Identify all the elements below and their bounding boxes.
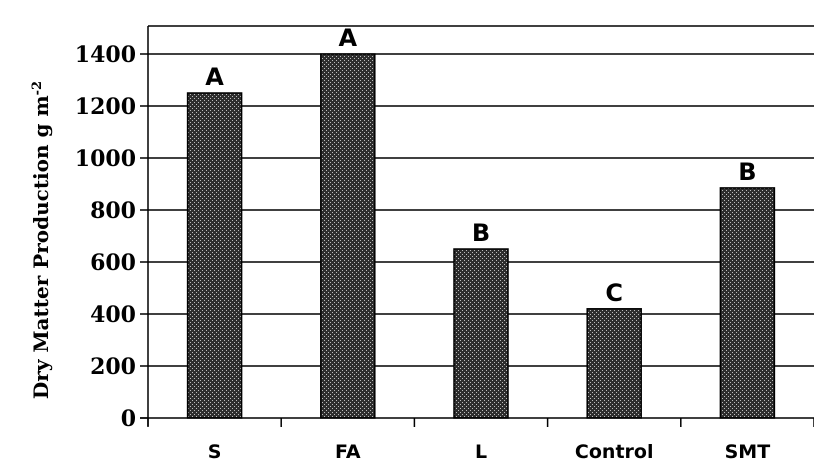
x-tick-labels: S FA L Control SMT — [208, 441, 770, 463]
y-tick-label: 1200 — [75, 94, 136, 120]
y-axis-label-superscript: -2 — [30, 81, 45, 95]
bar-l — [453, 248, 509, 419]
y-tick-label: 1000 — [75, 146, 136, 172]
y-axis-label: Dry Matter Production g m-2 — [29, 81, 53, 399]
bars — [186, 53, 776, 419]
x-tick-label: Control — [575, 441, 654, 463]
x-tick-label: S — [208, 441, 222, 463]
y-tick-label: 800 — [90, 198, 136, 224]
bar-smt — [719, 187, 776, 419]
y-tick-labels: 0 200 400 600 800 1000 1200 1400 — [75, 42, 136, 432]
x-tick-label: SMT — [725, 441, 771, 463]
bar-letter-label: B — [472, 219, 490, 247]
x-tick-label: L — [475, 441, 487, 463]
bar-letter-labels: A A B C B — [205, 24, 756, 307]
bar-s — [186, 92, 243, 419]
bar-letter-label: B — [738, 158, 756, 186]
y-tick-label: 1400 — [75, 42, 136, 68]
bar-letter-label: A — [339, 24, 358, 52]
y-axis-label-text: Dry Matter Production g m — [29, 95, 53, 399]
bar-control — [586, 308, 642, 419]
x-tick-label: FA — [335, 441, 361, 463]
y-tick-label: 600 — [90, 250, 136, 276]
y-tick-label: 0 — [121, 406, 136, 432]
bar-fa — [320, 53, 376, 419]
y-tick-label: 200 — [90, 354, 136, 380]
axes — [140, 26, 814, 427]
bar-letter-label: A — [205, 63, 224, 91]
bar-letter-label: C — [605, 279, 623, 307]
y-tick-label: 400 — [90, 302, 136, 328]
